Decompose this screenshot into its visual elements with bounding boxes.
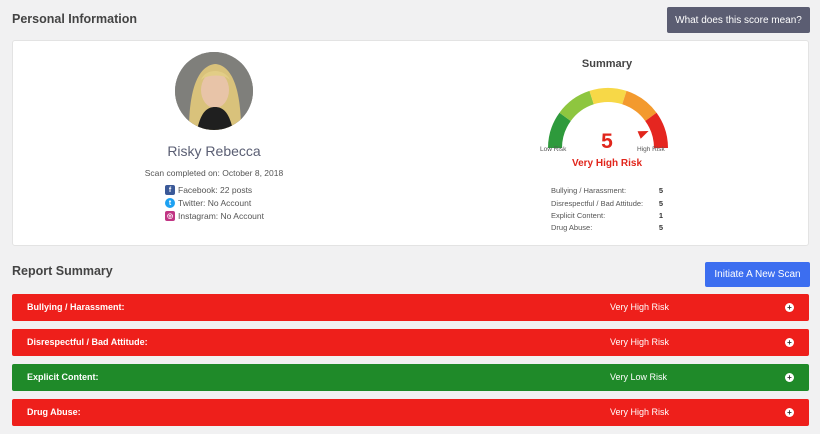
gauge-segment — [622, 90, 657, 121]
expand-plus-icon[interactable]: + — [785, 373, 794, 382]
risk-gauge — [538, 78, 678, 150]
avatar — [175, 52, 253, 130]
expand-plus-icon[interactable]: + — [785, 303, 794, 312]
scan-date: Scan completed on: October 8, 2018 — [144, 168, 284, 178]
report-row-risk: Very High Risk — [610, 407, 670, 417]
report-row-bullying[interactable]: Bullying / Harassment: Very High Risk + — [12, 294, 809, 321]
initiate-scan-button[interactable]: Initiate A New Scan — [705, 262, 810, 287]
gauge-segment — [548, 112, 571, 148]
report-row-risk: Very Low Risk — [610, 372, 668, 382]
report-row-risk: Very High Risk — [610, 337, 670, 347]
summary-category-row: Explicit Content: 1 — [551, 211, 663, 220]
personal-information-heading: Personal Information — [12, 12, 138, 26]
gauge-segment — [589, 88, 627, 105]
report-summary-heading: Report Summary — [12, 264, 113, 278]
summary-category-row: Disrespectful / Bad Attitude: 5 — [551, 199, 663, 208]
expand-plus-icon[interactable]: + — [785, 408, 794, 417]
report-row-disrespectful[interactable]: Disrespectful / Bad Attitude: Very High … — [12, 329, 809, 356]
score-meaning-button[interactable]: What does this score mean? — [667, 7, 810, 33]
report-row-label: Disrespectful / Bad Attitude: — [27, 337, 148, 347]
category-label: Explicit Content: — [551, 211, 606, 220]
category-value: 5 — [658, 199, 663, 208]
summary-title: Summary — [581, 58, 633, 70]
social-twitter-text: Twitter: No Account — [178, 198, 252, 208]
profile-name: Risky Rebecca — [167, 143, 261, 159]
category-value: 1 — [658, 211, 663, 220]
social-facebook: f Facebook: 22 posts — [165, 185, 252, 195]
report-row-explicit-content[interactable]: Explicit Content: Very Low Risk + — [12, 364, 809, 391]
report-row-label: Drug Abuse: — [27, 407, 81, 417]
facebook-icon: f — [165, 185, 175, 195]
report-row-label: Bullying / Harassment: — [27, 302, 125, 312]
gauge-segment — [559, 90, 594, 121]
twitter-icon: t — [165, 198, 175, 208]
expand-plus-icon[interactable]: + — [785, 338, 794, 347]
gauge-segment — [645, 112, 668, 148]
social-instagram: ◎ Instagram: No Account — [165, 211, 264, 221]
category-label: Bullying / Harassment: — [551, 186, 627, 195]
report-row-drug-abuse[interactable]: Drug Abuse: Very High Risk + — [12, 399, 809, 426]
instagram-icon: ◎ — [165, 211, 175, 221]
report-row-label: Explicit Content: — [27, 372, 99, 382]
summary-category-row: Bullying / Harassment: 5 — [551, 186, 663, 195]
report-row-risk: Very High Risk — [610, 302, 670, 312]
summary-category-row: Drug Abuse: 5 — [551, 223, 663, 232]
overall-risk-level: Very High Risk — [571, 158, 643, 169]
category-value: 5 — [658, 223, 663, 232]
personal-info-card — [12, 40, 809, 246]
gauge-low-label: Low Risk — [540, 146, 567, 153]
gauge-needle — [637, 131, 649, 139]
gauge-high-label: High Risk — [637, 146, 665, 153]
social-twitter: t Twitter: No Account — [165, 198, 251, 208]
category-label: Drug Abuse: — [551, 223, 593, 232]
category-value: 5 — [658, 186, 663, 195]
social-instagram-text: Instagram: No Account — [178, 211, 264, 221]
social-facebook-text: Facebook: 22 posts — [178, 185, 253, 195]
category-label: Disrespectful / Bad Attitude: — [551, 199, 644, 208]
risk-score: 5 — [601, 130, 613, 153]
